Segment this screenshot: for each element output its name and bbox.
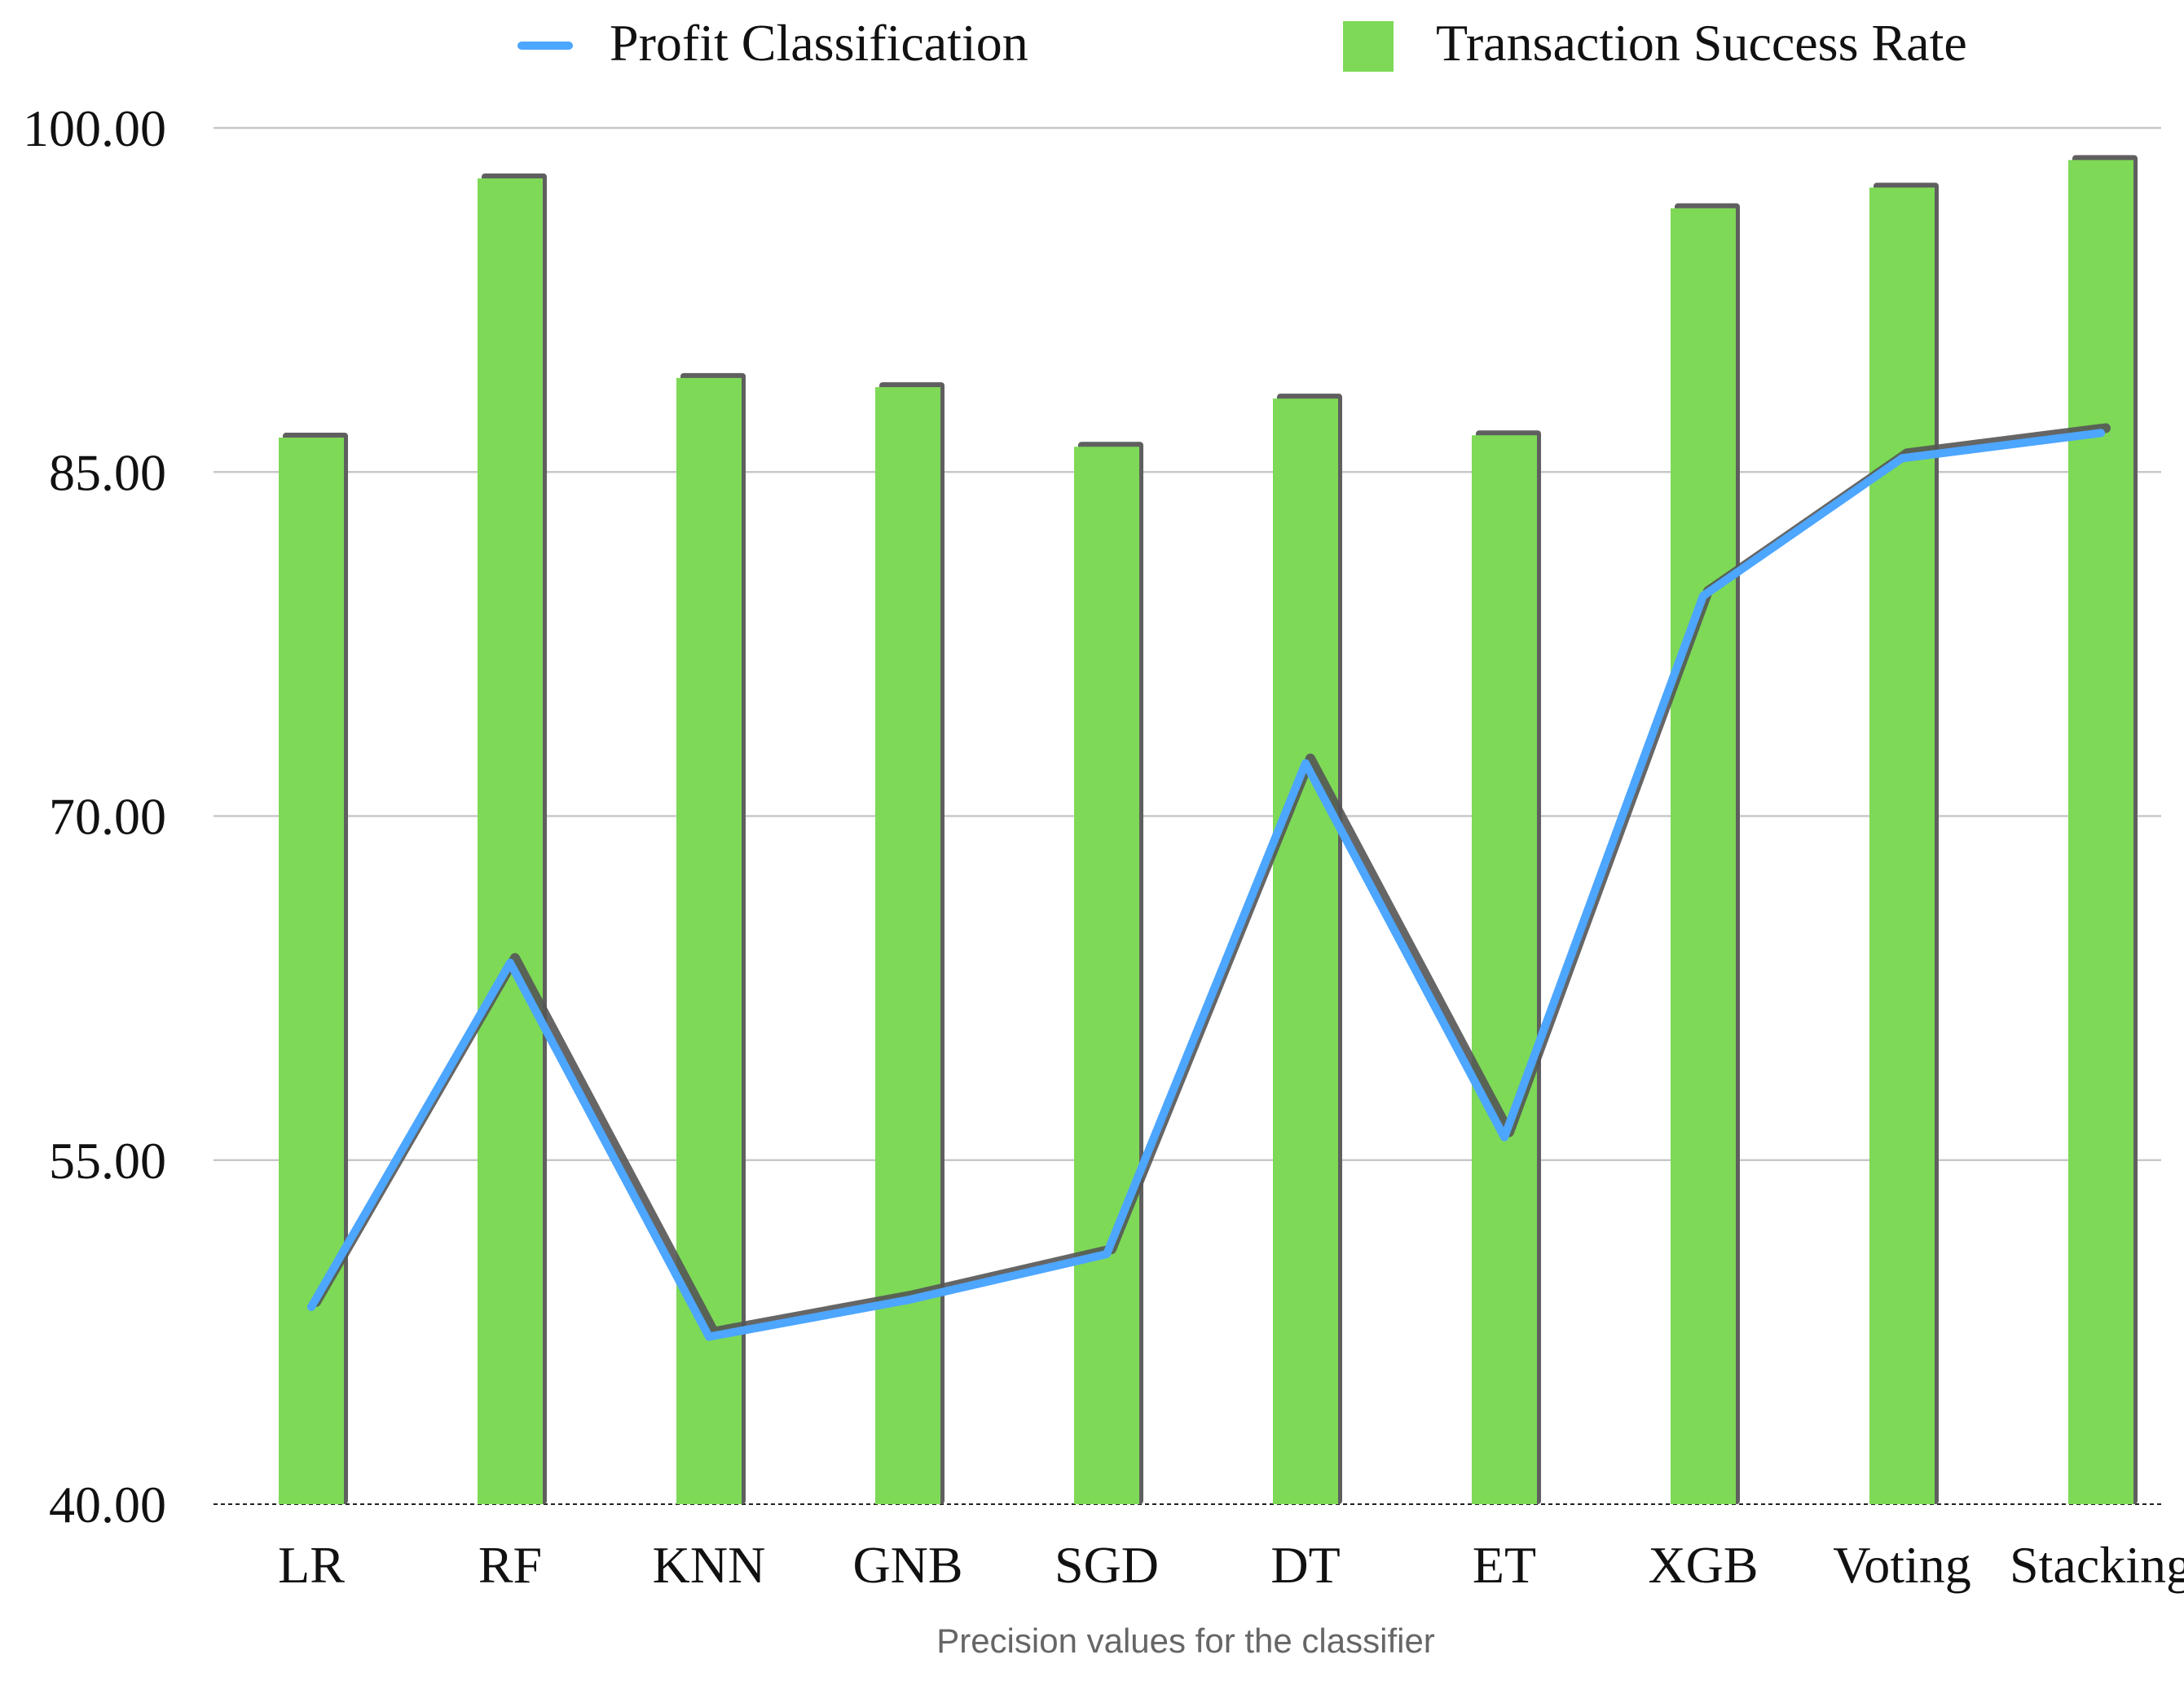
bar-lr <box>279 438 344 1504</box>
x-axis-title: Precision values for the classifier <box>936 1622 1435 1660</box>
legend-label-profit-classification: Profit Classification <box>610 14 1028 72</box>
x-tick-labels: LR RF KNN GNB SGD DT ET XGB Voting Stacking <box>278 1536 2184 1594</box>
bar-sgd <box>1074 447 1139 1505</box>
line-point-stacking <box>2097 429 2105 438</box>
line-point-lr <box>307 1302 315 1311</box>
y-tick-label: 85.00 <box>49 443 166 501</box>
legend: Profit Classification Transaction Succes… <box>517 14 1967 72</box>
x-tick-label-gnb: GNB <box>852 1536 962 1594</box>
x-tick-label-knn: KNN <box>653 1536 766 1594</box>
bars-group <box>279 160 2133 1505</box>
line-shadow-profit-classification <box>311 423 2111 1337</box>
y-tick-label: 40.00 <box>49 1476 166 1534</box>
bar-dt <box>1273 398 1338 1504</box>
bar-stacking <box>2068 160 2133 1504</box>
line-point-sgd <box>1103 1250 1111 1259</box>
x-tick-label-sgd: SGD <box>1055 1536 1159 1594</box>
bar-et <box>1472 435 1537 1505</box>
x-tick-label-lr: LR <box>278 1536 345 1594</box>
line-point-rf <box>506 958 514 967</box>
x-tick-label-stacking: Stacking <box>2010 1536 2184 1594</box>
line-profit-classification <box>307 429 2105 1341</box>
y-tick-label: 70.00 <box>49 788 166 846</box>
y-tick-label: 100.00 <box>23 99 166 157</box>
x-tick-label-dt: DT <box>1270 1536 1340 1594</box>
line-point-voting <box>1898 454 1906 463</box>
bar-rf <box>478 178 543 1505</box>
line-point-et <box>1500 1133 1508 1142</box>
y-tick-labels: 40.00 55.00 70.00 85.00 100.00 <box>23 99 166 1534</box>
line-point-gnb <box>904 1296 912 1305</box>
x-tick-label-rf: RF <box>478 1536 542 1594</box>
bar-voting <box>1869 187 1935 1505</box>
line-series-group <box>307 423 2111 1341</box>
x-tick-label-voting: Voting <box>1833 1536 1971 1594</box>
x-tick-label-xgb: XGB <box>1648 1536 1758 1594</box>
y-tick-label: 55.00 <box>49 1132 166 1190</box>
line-point-xgb <box>1699 592 1707 601</box>
bar-gnb <box>875 387 940 1505</box>
legend-swatch-transaction-success-rate <box>1343 21 1394 72</box>
bars-shadow-group <box>283 155 2138 1505</box>
line-point-dt <box>1301 759 1310 768</box>
legend-label-transaction-success-rate: Transaction Success Rate <box>1436 14 1967 72</box>
line-point-knn <box>705 1332 713 1341</box>
bar-xgb <box>1671 208 1736 1504</box>
x-tick-label-et: ET <box>1473 1536 1536 1594</box>
